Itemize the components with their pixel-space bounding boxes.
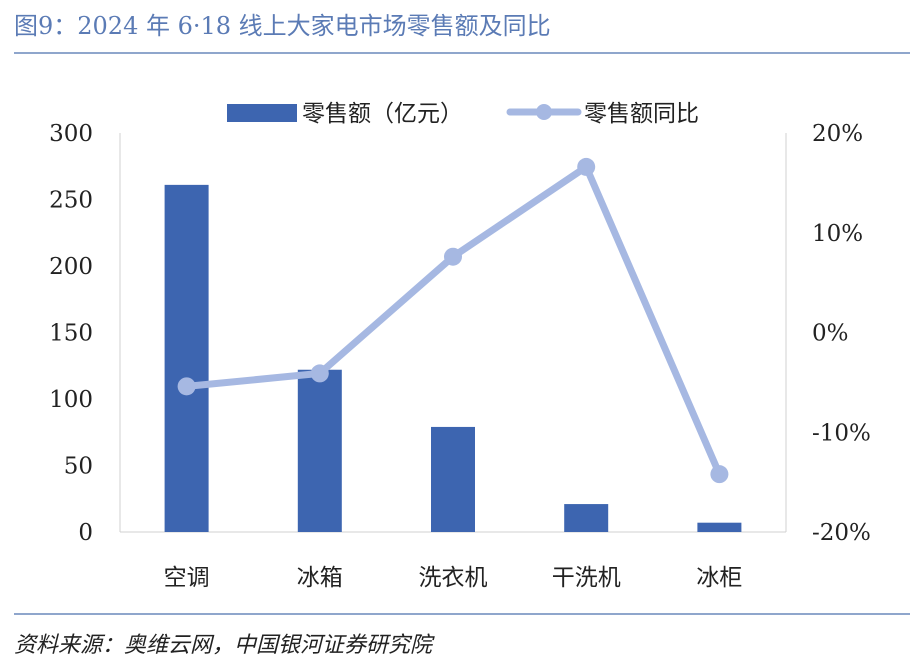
left-tick-label: 100 [49,387,93,413]
bar-冰箱 [297,369,342,532]
source-note: 资料来源：奥维云网，中国银河证券研究院 [14,633,433,658]
bar-series [164,184,742,532]
legend-bar-label: 零售额（亿元） [302,101,463,127]
right-tick-label: 20% [812,121,863,147]
yoy-point-干洗机 [577,157,596,176]
legend-line-label: 零售额同比 [584,101,699,127]
chart-axes: 0 50 100 150 200 250 300 -20% -10% 0% 10% 20% [49,121,871,546]
line-series [177,157,729,484]
x-tick-labels: 空调 冰箱 洗衣机 干洗机 冰柜 [164,565,743,591]
x-tick-label: 冰柜 [696,565,742,591]
left-tick-label: 0 [78,520,93,546]
left-tick-label: 50 [64,454,93,480]
yoy-point-空调 [177,377,196,396]
source-divider [14,613,910,615]
right-tick-label: 0% [812,321,849,347]
right-tick-label: -10% [812,420,871,446]
chart-legend: 零售额（亿元） 零售额同比 [227,101,699,127]
yoy-point-冰箱 [310,364,329,383]
bar-干洗机 [564,504,609,532]
right-tick-label: 10% [812,221,863,247]
legend-line-marker [536,104,552,120]
bar-洗衣机 [431,426,475,532]
x-tick-label: 洗衣机 [419,565,488,591]
left-tick-label: 200 [49,254,93,280]
bar-冰柜 [697,522,742,532]
figure-title: 图9：2024 年 6·18 线上大家电市场零售额及同比 [14,12,551,40]
legend-bar-swatch [227,104,297,122]
title-divider [14,52,910,54]
yoy-point-洗衣机 [444,247,462,266]
yoy-point-冰柜 [710,465,729,484]
x-tick-label: 冰箱 [297,565,343,591]
x-tick-label: 空调 [164,565,210,591]
left-tick-label: 250 [49,188,93,214]
right-tick-label: -20% [812,520,871,546]
bar-空调 [164,184,209,532]
left-tick-label: 150 [49,321,93,347]
left-tick-label: 300 [49,121,93,147]
x-tick-label: 干洗机 [552,565,621,591]
